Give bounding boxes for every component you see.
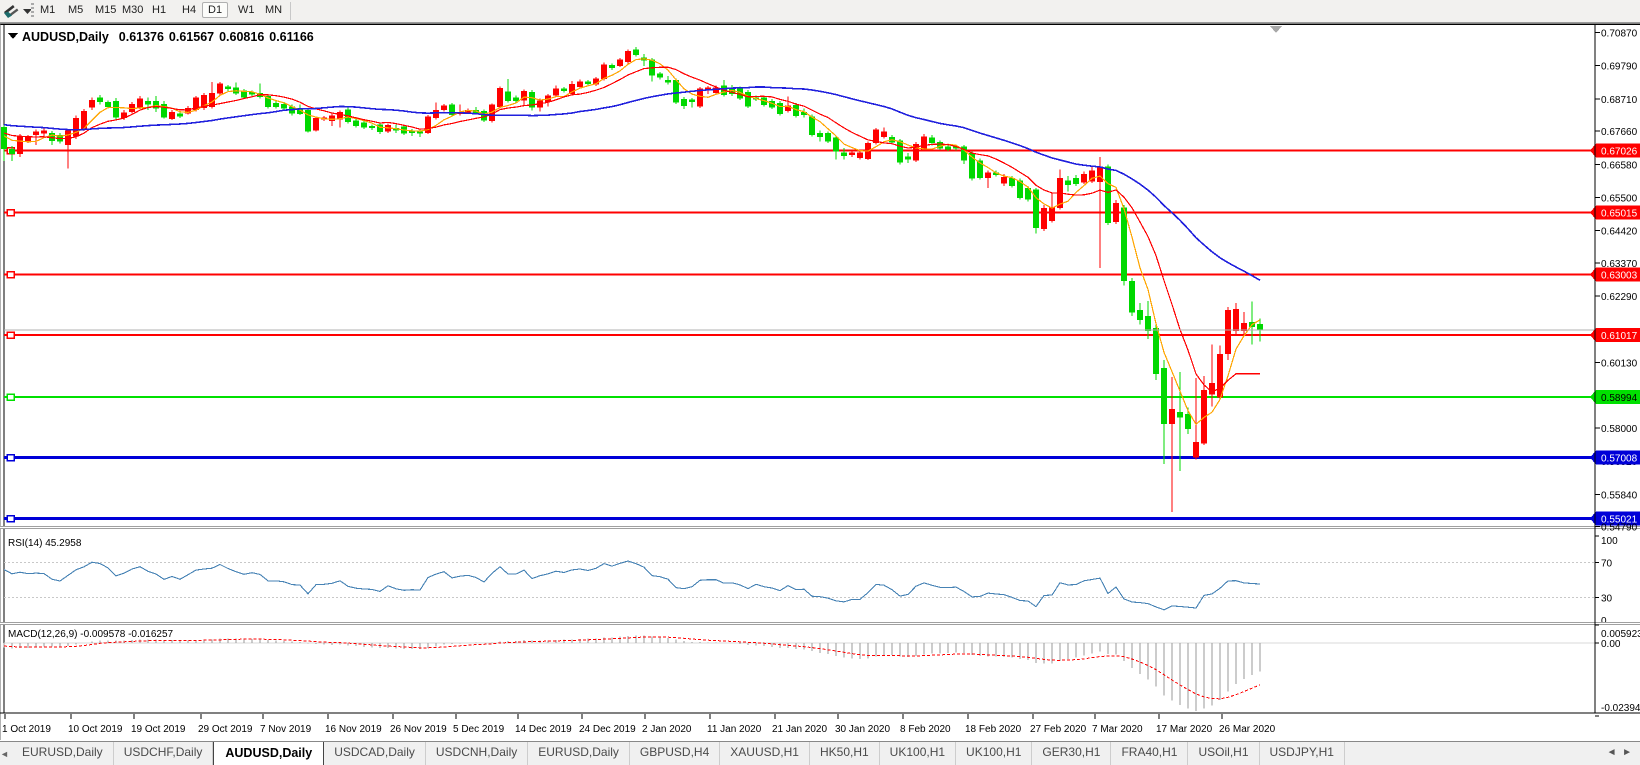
svg-text:7 Mar 2020: 7 Mar 2020 bbox=[1092, 724, 1143, 735]
svg-text:0.61017: 0.61017 bbox=[1601, 331, 1638, 342]
svg-text:26 Mar 2020: 26 Mar 2020 bbox=[1219, 724, 1276, 735]
svg-text:21 Jan 2020: 21 Jan 2020 bbox=[772, 724, 827, 735]
svg-text:0.65500: 0.65500 bbox=[1601, 194, 1638, 205]
svg-text:30: 30 bbox=[1601, 594, 1613, 605]
svg-text:29 Oct 2019: 29 Oct 2019 bbox=[198, 724, 253, 735]
svg-text:14 Dec 2019: 14 Dec 2019 bbox=[515, 724, 572, 735]
svg-text:0.67026: 0.67026 bbox=[1601, 147, 1638, 158]
svg-text:0.64420: 0.64420 bbox=[1601, 227, 1638, 238]
svg-text:100: 100 bbox=[1601, 536, 1618, 547]
svg-text:18 Feb 2020: 18 Feb 2020 bbox=[965, 724, 1022, 735]
svg-text:0: 0 bbox=[1601, 616, 1607, 627]
svg-text:MACD(12,26,9) -0.009578 -0.016: MACD(12,26,9) -0.009578 -0.016257 bbox=[8, 629, 174, 640]
svg-text:16 Nov 2019: 16 Nov 2019 bbox=[325, 724, 382, 735]
svg-text:7 Nov 2019: 7 Nov 2019 bbox=[260, 724, 312, 735]
svg-text:26 Nov 2019: 26 Nov 2019 bbox=[390, 724, 447, 735]
svg-text:70: 70 bbox=[1601, 559, 1613, 570]
svg-text:5 Dec 2019: 5 Dec 2019 bbox=[453, 724, 505, 735]
svg-text:17 Mar 2020: 17 Mar 2020 bbox=[1156, 724, 1213, 735]
svg-text:0.62290: 0.62290 bbox=[1601, 292, 1638, 303]
svg-text:0.63003: 0.63003 bbox=[1601, 271, 1638, 282]
svg-text:0.55840: 0.55840 bbox=[1601, 490, 1638, 501]
svg-text:27 Feb 2020: 27 Feb 2020 bbox=[1030, 724, 1087, 735]
svg-text:0.005923: 0.005923 bbox=[1601, 629, 1640, 640]
svg-text:2 Jan 2020: 2 Jan 2020 bbox=[642, 724, 692, 735]
svg-text:11 Jan 2020: 11 Jan 2020 bbox=[707, 724, 762, 735]
svg-text:0.57008: 0.57008 bbox=[1601, 454, 1638, 465]
svg-text:0.54790: 0.54790 bbox=[1601, 523, 1638, 534]
svg-text:24 Dec 2019: 24 Dec 2019 bbox=[579, 724, 636, 735]
svg-text:0.00: 0.00 bbox=[1601, 639, 1621, 650]
svg-text:0.60130: 0.60130 bbox=[1601, 359, 1638, 370]
svg-text:0.55021: 0.55021 bbox=[1601, 515, 1638, 526]
svg-text:10 Oct 2019: 10 Oct 2019 bbox=[68, 724, 123, 735]
svg-text:RSI(14) 45.2958: RSI(14) 45.2958 bbox=[8, 538, 82, 549]
svg-text:0.58000: 0.58000 bbox=[1601, 424, 1638, 435]
svg-text:1 Oct 2019: 1 Oct 2019 bbox=[2, 724, 51, 735]
svg-text:0.65015: 0.65015 bbox=[1601, 209, 1638, 220]
svg-text:30 Jan 2020: 30 Jan 2020 bbox=[835, 724, 890, 735]
svg-text:0.68710: 0.68710 bbox=[1601, 95, 1638, 106]
svg-text:0.58994: 0.58994 bbox=[1601, 393, 1638, 404]
svg-text:8 Feb 2020: 8 Feb 2020 bbox=[900, 724, 951, 735]
svg-text:AUDUSD,Daily 0.61376 0.61567: AUDUSD,Daily 0.61376 0.61567 0.60816 0.6… bbox=[22, 30, 314, 44]
svg-text:0.69790: 0.69790 bbox=[1601, 62, 1638, 73]
svg-text:0.63370: 0.63370 bbox=[1601, 259, 1638, 270]
svg-text:-0.023944: -0.023944 bbox=[1601, 703, 1640, 714]
svg-text:0.67660: 0.67660 bbox=[1601, 127, 1638, 138]
svg-text:0.70870: 0.70870 bbox=[1601, 29, 1638, 40]
svg-text:19 Oct 2019: 19 Oct 2019 bbox=[131, 724, 186, 735]
svg-text:0.66580: 0.66580 bbox=[1601, 160, 1638, 171]
